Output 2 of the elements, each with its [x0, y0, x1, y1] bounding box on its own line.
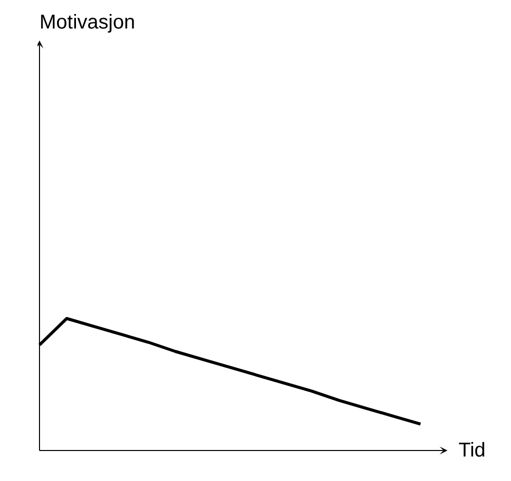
text: Motivasjon [40, 12, 136, 34]
x-axis-title: Tid [458, 440, 486, 462]
